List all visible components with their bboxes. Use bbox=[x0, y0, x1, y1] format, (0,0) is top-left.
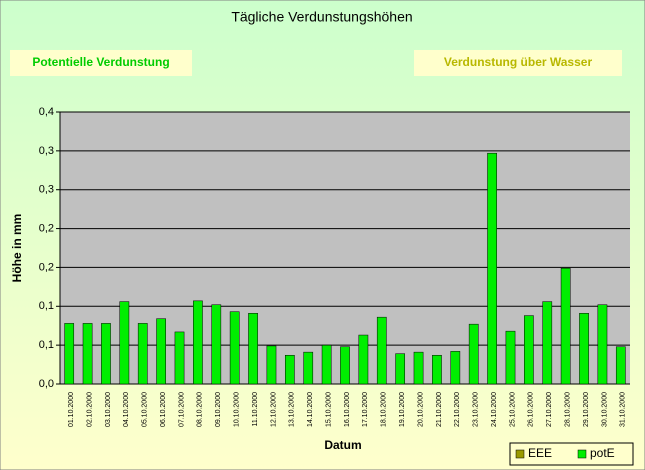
x-tick-label: 09.10.2000 bbox=[215, 392, 222, 427]
x-tick-label: 19.10.2000 bbox=[399, 392, 406, 427]
bar bbox=[321, 344, 332, 385]
bar bbox=[560, 267, 571, 385]
x-tick-label: 01.10.2000 bbox=[68, 392, 75, 427]
bar bbox=[395, 353, 406, 385]
y-tick-label: 0,3 bbox=[39, 184, 54, 196]
button-bg[interactable] bbox=[10, 50, 192, 76]
x-axis-title: Datum bbox=[324, 438, 361, 452]
bar bbox=[615, 346, 626, 385]
legend-swatch bbox=[577, 449, 587, 459]
button-label[interactable]: Verdunstung über Wasser bbox=[444, 55, 593, 69]
bar bbox=[505, 330, 516, 385]
x-tick-label: 26.10.2000 bbox=[528, 392, 535, 427]
x-tick-label: 10.10.2000 bbox=[234, 392, 241, 427]
bar bbox=[64, 323, 75, 385]
button-bg[interactable] bbox=[414, 50, 622, 76]
x-tick-label: 08.10.2000 bbox=[197, 392, 204, 427]
y-tick-label: 0,3 bbox=[39, 145, 54, 157]
chart-title: Tägliche Verdunstungshöhen bbox=[231, 9, 412, 25]
x-tick-label: 22.10.2000 bbox=[454, 392, 461, 427]
x-tick-label: 11.10.2000 bbox=[252, 392, 259, 427]
legend-box bbox=[509, 442, 634, 466]
bar bbox=[432, 354, 442, 385]
x-tick-label: 07.10.2000 bbox=[178, 392, 185, 427]
x-tick-label: 25.10.2000 bbox=[509, 392, 516, 427]
x-tick-label: 20.10.2000 bbox=[417, 392, 424, 427]
bar bbox=[376, 316, 387, 385]
bar bbox=[450, 351, 461, 385]
x-tick-label: 27.10.2000 bbox=[546, 392, 553, 427]
button[interactable]: Verdunstung über Wasser bbox=[414, 50, 622, 76]
y-tick-label: 0,0 bbox=[39, 378, 54, 390]
y-tick-label: 0,4 bbox=[39, 106, 54, 118]
y-tick-label: 0,2 bbox=[39, 261, 54, 273]
x-tick-label: 13.10.2000 bbox=[289, 392, 296, 427]
y-tick-label: 0,1 bbox=[39, 339, 54, 351]
x-tick-label: 04.10.2000 bbox=[123, 392, 130, 427]
plot-area bbox=[60, 112, 630, 384]
x-tick-label: 02.10.2000 bbox=[86, 392, 93, 427]
bar bbox=[340, 346, 350, 385]
bar bbox=[487, 152, 497, 385]
bar bbox=[101, 323, 111, 385]
legend-label: EEE bbox=[528, 446, 552, 460]
bar bbox=[413, 351, 424, 385]
bar bbox=[266, 345, 277, 385]
bar bbox=[468, 323, 479, 385]
x-tick-label: 12.10.2000 bbox=[270, 392, 277, 427]
bar bbox=[229, 311, 240, 385]
y-axis-title: Höhe in mm bbox=[10, 214, 24, 283]
bar bbox=[119, 301, 130, 385]
y-tick-label: 0,2 bbox=[39, 222, 54, 234]
bar bbox=[211, 304, 222, 385]
x-tick-label: 05.10.2000 bbox=[142, 392, 149, 427]
bar bbox=[542, 301, 553, 385]
x-tick-label: 18.10.2000 bbox=[381, 392, 388, 427]
bar bbox=[597, 304, 608, 385]
bar bbox=[137, 323, 148, 385]
bar bbox=[284, 354, 295, 385]
bar bbox=[524, 315, 534, 385]
bar bbox=[358, 334, 369, 385]
x-tick-label: 31.10.2000 bbox=[620, 392, 627, 427]
y-tick-label: 0,1 bbox=[39, 300, 54, 312]
button[interactable]: Potentielle Verdunstung bbox=[10, 50, 192, 76]
bar bbox=[174, 331, 185, 385]
bar bbox=[82, 323, 93, 385]
x-tick-label: 30.10.2000 bbox=[601, 392, 608, 427]
bar bbox=[303, 351, 314, 385]
x-tick-label: 23.10.2000 bbox=[473, 392, 480, 427]
button-label[interactable]: Potentielle Verdunstung bbox=[32, 55, 169, 69]
bar bbox=[156, 318, 166, 385]
legend-swatch bbox=[515, 449, 525, 459]
legend-label: potE bbox=[590, 446, 615, 460]
x-tick-label: 03.10.2000 bbox=[105, 392, 112, 427]
x-tick-label: 28.10.2000 bbox=[564, 392, 571, 427]
x-tick-label: 21.10.2000 bbox=[436, 392, 443, 427]
x-tick-label: 14.10.2000 bbox=[307, 392, 314, 427]
x-tick-label: 15.10.2000 bbox=[325, 392, 332, 427]
x-tick-label: 06.10.2000 bbox=[160, 392, 167, 427]
x-tick-label: 17.10.2000 bbox=[362, 392, 369, 427]
bar bbox=[193, 300, 203, 385]
x-tick-label: 16.10.2000 bbox=[344, 392, 351, 427]
x-tick-label: 29.10.2000 bbox=[583, 392, 590, 427]
bar bbox=[248, 313, 258, 385]
bar bbox=[579, 313, 589, 385]
x-tick-label: 24.10.2000 bbox=[491, 392, 498, 427]
